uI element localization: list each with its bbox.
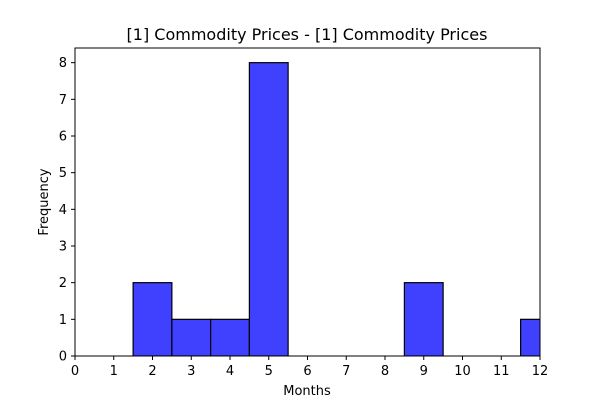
y-tick-label: 4 <box>59 203 67 218</box>
x-tick-label: 12 <box>532 364 549 379</box>
y-tick-label: 0 <box>59 350 67 365</box>
x-tick-label: 0 <box>71 364 79 379</box>
y-tick-label: 6 <box>59 130 67 145</box>
histogram-bar <box>210 318 250 356</box>
x-tick-label: 10 <box>454 364 471 379</box>
bars-layer <box>132 62 540 356</box>
histogram-bar <box>520 318 540 356</box>
histogram-bar <box>132 282 173 356</box>
y-axis-ticks: 0 1 2 3 4 5 6 7 8 <box>59 56 75 365</box>
y-axis-label: Frequency <box>37 168 52 235</box>
x-tick-label: 1 <box>110 364 118 379</box>
x-tick-label: 3 <box>187 364 195 379</box>
y-tick-label: 3 <box>59 240 67 255</box>
x-tick-label: 6 <box>303 364 311 379</box>
y-tick-label: 5 <box>59 166 67 181</box>
x-tick-label: 8 <box>381 364 389 379</box>
y-tick-label: 8 <box>59 56 67 71</box>
y-tick-label: 2 <box>59 276 67 291</box>
histogram-bar <box>403 282 444 356</box>
x-tick-label: 4 <box>226 364 234 379</box>
y-tick-label: 7 <box>59 93 67 108</box>
chart-title: [1] Commodity Prices - [1] Commodity Pri… <box>127 25 488 44</box>
histogram-bar <box>171 318 212 356</box>
y-tick-label: 1 <box>59 313 67 328</box>
x-tick-label: 5 <box>265 364 273 379</box>
x-tick-label: 7 <box>342 364 350 379</box>
x-tick-label: 9 <box>420 364 428 379</box>
histogram-bar <box>248 62 289 356</box>
x-tick-label: 11 <box>493 364 510 379</box>
x-tick-label: 2 <box>148 364 156 379</box>
x-axis-label: Months <box>283 384 331 399</box>
x-axis-ticks: 0 1 2 3 4 5 6 7 8 9 10 11 12 <box>71 356 548 379</box>
